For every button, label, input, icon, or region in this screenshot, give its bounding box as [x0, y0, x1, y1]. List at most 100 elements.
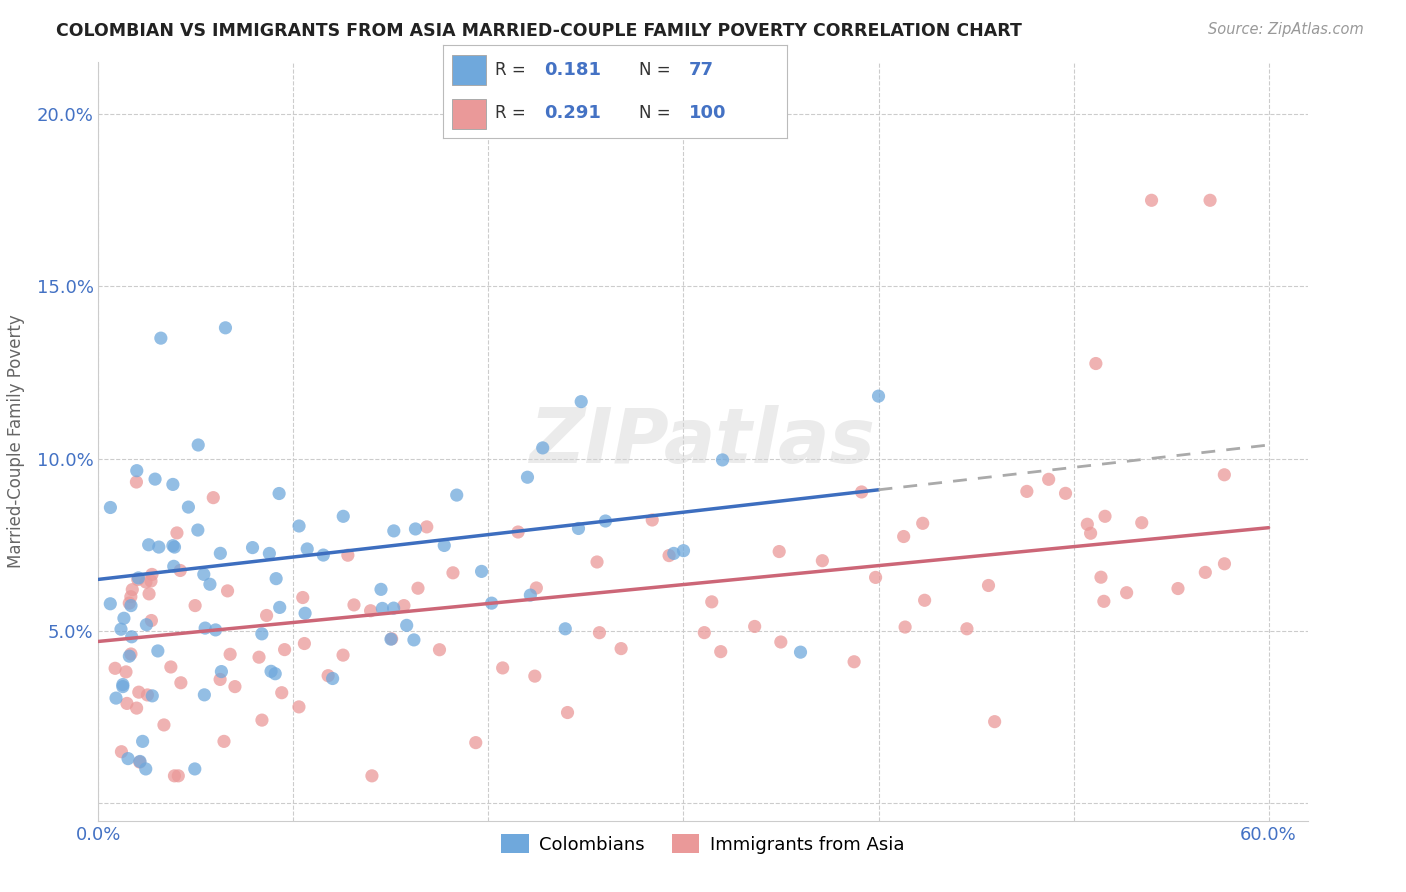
Point: [128, 755, 150, 769]
Point: [588, 625, 610, 640]
Point: [1038, 472, 1060, 486]
Point: [184, 762, 207, 776]
Point: [1213, 557, 1236, 571]
Point: [1092, 594, 1115, 608]
Point: [224, 680, 246, 694]
Point: [111, 677, 134, 691]
Point: [1140, 194, 1163, 208]
FancyBboxPatch shape: [451, 99, 486, 129]
Point: [382, 524, 405, 538]
Text: 0.291: 0.291: [544, 104, 602, 122]
Point: [700, 595, 723, 609]
Point: [162, 477, 184, 491]
Point: [177, 500, 200, 514]
Point: [273, 642, 295, 657]
Point: [519, 588, 541, 602]
Point: [1199, 194, 1222, 208]
Point: [250, 627, 273, 641]
Point: [956, 622, 979, 636]
Point: [260, 665, 283, 679]
Point: [610, 641, 633, 656]
Point: [209, 673, 232, 687]
Point: [662, 546, 685, 560]
Point: [1194, 566, 1216, 580]
Point: [135, 762, 157, 776]
Point: [141, 614, 163, 628]
Point: [166, 525, 188, 540]
Text: ZIPatlas: ZIPatlas: [530, 405, 876, 478]
Point: [524, 581, 547, 595]
Point: [118, 596, 141, 610]
Point: [382, 601, 405, 615]
Point: [209, 665, 232, 679]
Point: [360, 604, 382, 618]
Point: [105, 691, 128, 706]
Text: N =: N =: [640, 61, 676, 78]
Point: [914, 593, 936, 607]
Point: [406, 581, 429, 595]
Point: [269, 486, 291, 500]
Point: [121, 630, 143, 644]
Point: [531, 441, 554, 455]
Point: [1054, 486, 1077, 500]
Point: [316, 668, 339, 682]
Point: [595, 514, 617, 528]
Point: [136, 688, 159, 702]
Point: [139, 574, 162, 588]
Point: [744, 619, 766, 633]
Text: R =: R =: [495, 61, 530, 78]
FancyBboxPatch shape: [451, 55, 486, 85]
Point: [295, 541, 318, 556]
Point: [292, 636, 315, 650]
Point: [163, 769, 186, 783]
Point: [361, 769, 384, 783]
Legend: Colombians, Immigrants from Asia: Colombians, Immigrants from Asia: [495, 827, 911, 861]
Point: [492, 661, 515, 675]
Point: [110, 745, 132, 759]
Point: [187, 523, 209, 537]
Point: [170, 675, 193, 690]
Point: [127, 571, 149, 585]
Point: [98, 597, 121, 611]
Point: [117, 751, 139, 765]
Point: [121, 582, 143, 597]
Point: [163, 559, 186, 574]
Point: [129, 755, 152, 769]
Point: [464, 736, 486, 750]
Point: [288, 699, 311, 714]
Point: [118, 649, 141, 664]
Point: [138, 538, 160, 552]
Point: [481, 596, 503, 610]
Point: [242, 541, 264, 555]
Point: [294, 607, 316, 621]
Y-axis label: Married-Couple Family Poverty: Married-Couple Family Poverty: [7, 315, 25, 568]
Point: [569, 394, 592, 409]
Point: [395, 618, 418, 632]
Point: [198, 577, 221, 591]
Point: [217, 583, 239, 598]
Point: [711, 453, 734, 467]
Point: [1076, 517, 1098, 532]
Point: [100, 500, 122, 515]
Point: [336, 548, 359, 562]
Point: [1080, 526, 1102, 541]
Point: [446, 488, 468, 502]
Text: N =: N =: [640, 104, 676, 122]
Point: [125, 475, 148, 489]
Point: [893, 529, 915, 543]
Point: [911, 516, 934, 531]
Point: [209, 546, 232, 560]
Point: [204, 623, 226, 637]
Point: [112, 611, 135, 625]
Point: [120, 590, 142, 604]
Point: [212, 734, 235, 748]
Point: [710, 645, 733, 659]
Point: [146, 644, 169, 658]
Point: [516, 470, 538, 484]
Point: [138, 587, 160, 601]
Point: [115, 697, 138, 711]
Point: [120, 647, 142, 661]
Point: [1213, 467, 1236, 482]
Point: [163, 540, 186, 554]
Point: [214, 320, 236, 334]
